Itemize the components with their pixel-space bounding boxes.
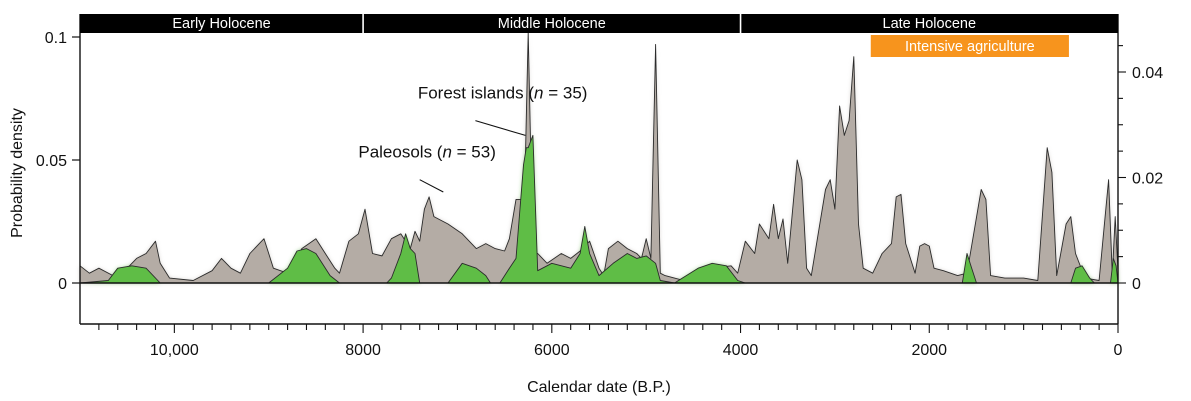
- y-axis-right: 0 0.02 0.04: [1118, 45, 1163, 293]
- x-tick-label: 6000: [534, 342, 570, 359]
- period-label: Late Holocene: [883, 16, 977, 32]
- y-right-tick-label: 0: [1132, 276, 1141, 293]
- forest-islands-leader-line: [475, 120, 526, 136]
- period-segment: [740, 14, 1118, 33]
- y-right-tick-label: 0.02: [1132, 171, 1163, 188]
- area-series-layer: [79, 31, 1119, 284]
- forest-islands-label: Forest islands (n = 35): [418, 84, 588, 103]
- area-shadow-layer: [80, 32, 1118, 283]
- x-tick-label: 2000: [911, 342, 947, 359]
- x-tick-label: 0: [1114, 342, 1123, 359]
- y-right-tick-label: 0.04: [1132, 65, 1163, 82]
- x-tick-label: 10,000: [150, 342, 199, 359]
- period-bar: Early Holocene Middle Holocene Late Holoce…: [80, 14, 1118, 33]
- intensive-agriculture-box: [870, 35, 1069, 57]
- x-tick-label: 4000: [723, 342, 759, 359]
- plot-frame: [79, 14, 1119, 325]
- forest-islands-area-glow: [80, 135, 1118, 283]
- paleosols-area: [79, 31, 1119, 284]
- agriculture-highlight: Intensive agriculture: [870, 35, 1069, 57]
- y-axis-left: 0 0.05 0.1: [36, 30, 80, 293]
- y-left-tick-label: 0: [58, 276, 67, 293]
- x-axis-title: Calendar date (B.P.): [527, 379, 671, 396]
- forest-islands-area: [79, 134, 1119, 284]
- period-label: Middle Holocene: [498, 16, 606, 32]
- x-tick-label: 8000: [345, 342, 381, 359]
- y-axis-title: Probability density: [9, 108, 26, 238]
- series-annotations: Paleosols (n = 53) Forest islands (n = 35…: [358, 84, 588, 193]
- paleosols-leader-line: [419, 179, 444, 193]
- paleosols-label: Paleosols (n = 53): [358, 143, 496, 162]
- y-left-tick-label: 0.05: [36, 153, 67, 170]
- period-segment: [363, 14, 741, 33]
- intensive-agriculture-label: Intensive agriculture: [905, 39, 1035, 55]
- period-segment: [80, 14, 364, 33]
- y-left-tick-label: 0.1: [45, 30, 67, 47]
- x-axis: 10,000 8000 6000 4000 2000 0: [98, 324, 1123, 359]
- paleosols-area-glow: [80, 32, 1118, 283]
- period-label: Early Holocene: [172, 16, 270, 32]
